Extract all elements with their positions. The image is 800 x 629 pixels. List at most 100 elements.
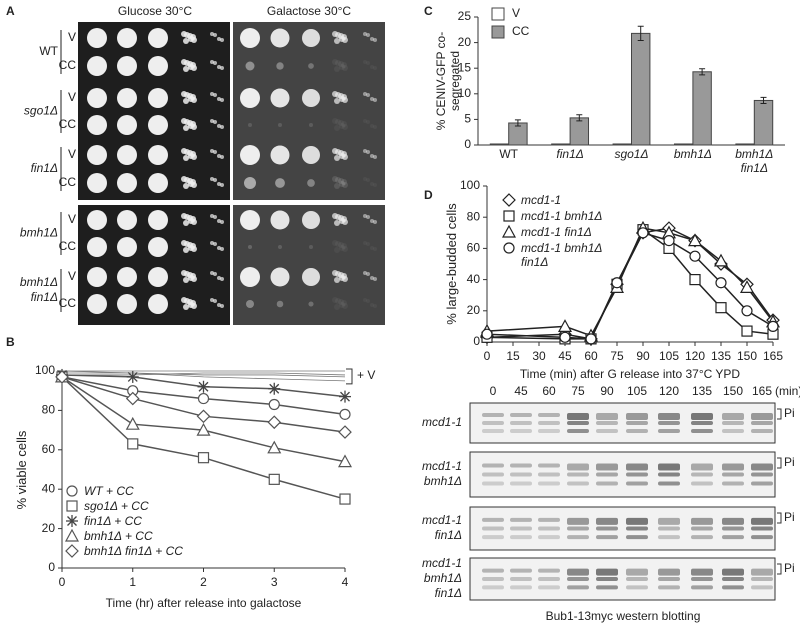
colony <box>213 33 217 37</box>
marker <box>557 319 573 332</box>
band <box>751 517 773 525</box>
colony <box>342 65 348 71</box>
x-tick-label: 0 <box>484 349 491 363</box>
band <box>567 421 589 425</box>
band <box>510 585 532 590</box>
band <box>626 429 648 433</box>
colony <box>373 220 377 224</box>
blot-row-label: mcd1-1 <box>422 556 462 570</box>
band <box>538 413 560 417</box>
blot-panel <box>469 506 776 551</box>
band <box>658 429 680 433</box>
plate <box>78 22 230 200</box>
spot <box>270 210 290 230</box>
spot <box>148 28 168 48</box>
bar <box>692 71 712 146</box>
band <box>567 463 589 471</box>
band <box>751 481 773 486</box>
spot <box>87 210 107 230</box>
spot <box>117 56 137 76</box>
colony <box>341 62 347 68</box>
spot <box>302 211 320 229</box>
plate <box>233 22 385 200</box>
colony <box>334 220 340 226</box>
spot <box>148 294 168 314</box>
marker <box>337 454 353 468</box>
band <box>567 481 589 486</box>
colony <box>334 277 340 283</box>
row-label: V <box>68 30 76 44</box>
marker <box>125 391 140 406</box>
x-tick-label: 30 <box>532 349 546 363</box>
band <box>482 429 504 433</box>
marker <box>767 320 779 332</box>
spot <box>148 88 168 108</box>
strain-label: bmh1Δ <box>20 226 58 240</box>
marker <box>689 250 701 262</box>
x-tick-label: 165 <box>763 349 783 363</box>
error-bar <box>514 119 521 127</box>
colony <box>341 243 347 249</box>
colony <box>370 124 374 128</box>
colony <box>332 240 338 246</box>
colony <box>220 155 224 159</box>
spot <box>240 28 260 48</box>
band <box>691 585 713 590</box>
pi-label: Pi <box>784 510 795 524</box>
y-tick-label: 40 <box>42 481 56 495</box>
band <box>722 421 744 425</box>
band <box>538 526 560 531</box>
colony <box>183 220 189 226</box>
spot <box>87 56 107 76</box>
band <box>567 429 589 433</box>
row-label: V <box>68 90 76 104</box>
marker <box>196 422 211 436</box>
band <box>482 577 504 581</box>
colony <box>363 60 367 64</box>
legend-swatch <box>491 25 505 39</box>
band <box>751 577 773 581</box>
colony <box>338 242 344 248</box>
marker <box>713 253 729 267</box>
time-label: 105 <box>627 384 647 398</box>
bar <box>612 143 633 146</box>
colony <box>341 216 347 222</box>
legend-label: bmh1Δ + CC <box>84 529 153 543</box>
time-label: 120 <box>659 384 679 398</box>
x-tick-label: 150 <box>737 349 757 363</box>
spot <box>87 237 107 257</box>
spot <box>148 267 168 287</box>
y-tick-label: 15 <box>458 60 472 74</box>
y-tick-label: 0 <box>48 560 55 574</box>
strain-label: fin1Δ <box>31 290 58 304</box>
row-label: V <box>68 269 76 283</box>
marker <box>502 193 516 207</box>
colony <box>338 61 344 67</box>
band <box>510 421 532 425</box>
colony <box>341 300 347 306</box>
colony <box>373 98 377 102</box>
row-label: V <box>68 212 76 226</box>
spot <box>117 294 137 314</box>
band <box>658 585 680 590</box>
colony <box>363 177 367 181</box>
band <box>596 526 618 531</box>
legend-label: mcd1-1 <box>521 193 562 207</box>
colony <box>220 66 224 70</box>
colony <box>190 243 196 249</box>
colony <box>363 241 367 245</box>
x-tick-label: 0 <box>59 575 66 589</box>
x-tick-label: 75 <box>610 349 624 363</box>
band <box>538 421 560 425</box>
band <box>482 472 504 477</box>
band <box>691 463 713 471</box>
colony <box>335 119 341 125</box>
legend-label: mcd1-1 bmh1Δ fin1Δ <box>521 241 602 269</box>
pi-label: Pi <box>784 406 795 420</box>
marker-stroke <box>269 383 280 394</box>
colony <box>341 34 347 40</box>
band <box>538 535 560 540</box>
blot-row-label: mcd1-1 <box>422 513 462 527</box>
colony <box>220 304 224 308</box>
colony <box>373 125 377 129</box>
